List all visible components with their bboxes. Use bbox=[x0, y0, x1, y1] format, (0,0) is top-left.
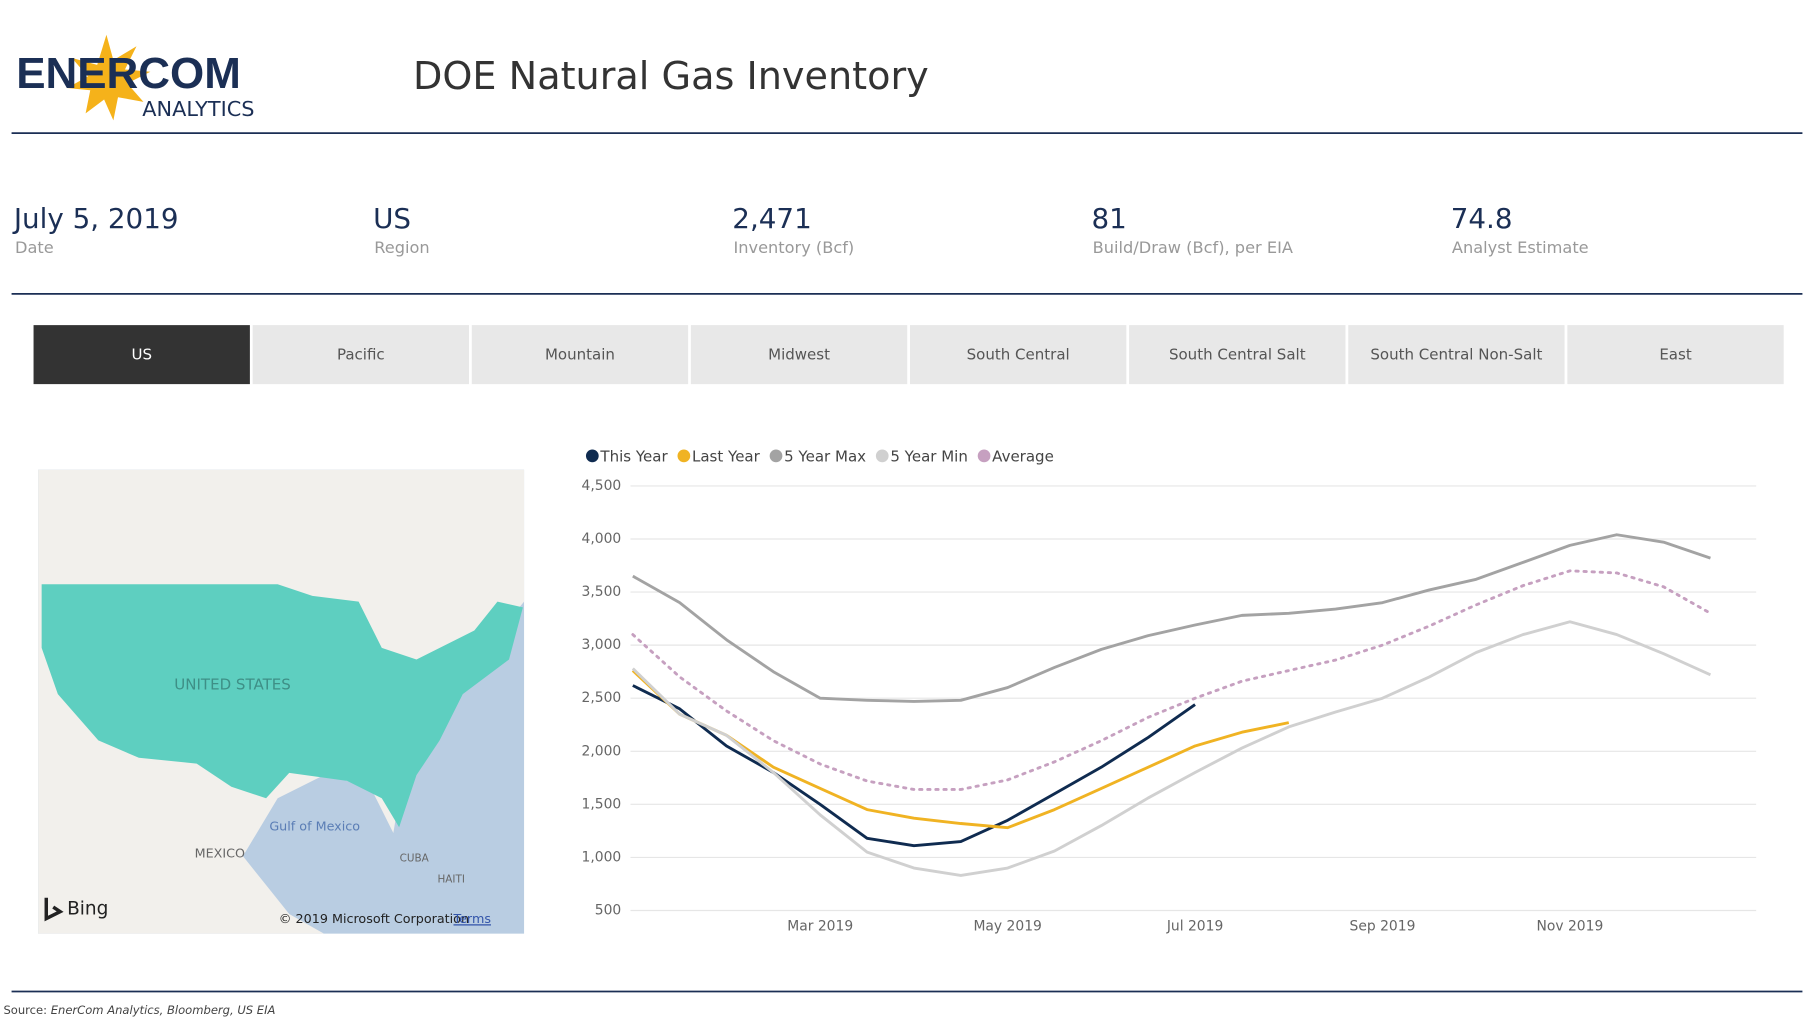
stat-label: Region bbox=[374, 238, 429, 257]
tabs: US Pacific Mountain Midwest South Central Sou… bbox=[33, 325, 1784, 385]
y-tick-label: 4,000 bbox=[582, 531, 622, 547]
stats: July 5, 2019 Date US Region 2,471 Inventory (… bbox=[12, 202, 1589, 257]
page-title: DOE Natural Gas Inventory bbox=[413, 55, 929, 99]
stat-label: Build/Draw (Bcf), per EIA bbox=[1093, 238, 1293, 257]
map-terms[interactable]: Terms bbox=[453, 911, 491, 926]
tab[interactable]: South Central Salt bbox=[1129, 325, 1346, 385]
tab-label[interactable]: Midwest bbox=[768, 346, 830, 364]
stat-value: US bbox=[373, 202, 411, 235]
map-label: UNITED STATES bbox=[174, 675, 290, 693]
stat-value: 81 bbox=[1092, 202, 1127, 235]
legend-label: 5 Year Max bbox=[784, 447, 866, 465]
x-tick-label: Nov 2019 bbox=[1536, 919, 1603, 935]
y-tick-label: 1,000 bbox=[582, 849, 622, 865]
series-line bbox=[631, 569, 1712, 791]
legend-marker bbox=[677, 449, 691, 463]
logo-sub: ANALYTICS bbox=[142, 97, 254, 121]
map-region bbox=[41, 584, 523, 828]
tab[interactable]: Mountain bbox=[471, 325, 689, 385]
legend-label: Average bbox=[992, 447, 1054, 465]
legend-label: This Year bbox=[599, 447, 668, 465]
legend-marker bbox=[977, 449, 991, 463]
source-text: EnerCom Analytics, Bloomberg, US EIA bbox=[51, 1002, 276, 1016]
x-tick-label: Sep 2019 bbox=[1350, 919, 1416, 935]
tab[interactable]: South Central bbox=[910, 325, 1127, 385]
y-tick-label: 3,000 bbox=[582, 637, 622, 653]
source: Source: EnerCom Analytics, Bloomberg, US… bbox=[3, 1002, 275, 1016]
x-tick-label: Jul 2019 bbox=[1166, 919, 1223, 935]
map-copyright: © 2019 Microsoft Corporation bbox=[279, 911, 469, 926]
x-tick-label: May 2019 bbox=[973, 919, 1041, 935]
tab-button[interactable] bbox=[252, 325, 470, 385]
tab-label[interactable]: US bbox=[131, 346, 152, 364]
tab-label[interactable]: South Central bbox=[967, 346, 1070, 364]
y-tick-label: 2,500 bbox=[582, 690, 622, 706]
legend-marker bbox=[585, 449, 599, 463]
legend-marker bbox=[769, 449, 783, 463]
tab[interactable]: East bbox=[1567, 325, 1784, 385]
y-tick-label: 4,500 bbox=[582, 478, 622, 494]
bing-icon bbox=[44, 897, 64, 922]
stat-label: Inventory (Bcf) bbox=[733, 238, 854, 257]
y-tick-label: 3,500 bbox=[582, 584, 622, 600]
source-prefix: Source: bbox=[3, 1002, 47, 1016]
logo-sun bbox=[67, 34, 151, 121]
map-label: HAITI bbox=[437, 873, 464, 885]
stat-value: 2,471 bbox=[732, 202, 811, 235]
map-label: CUBA bbox=[400, 852, 430, 864]
y-tick-label: 500 bbox=[595, 902, 621, 918]
tab-label[interactable]: East bbox=[1659, 346, 1692, 364]
stat-value: July 5, 2019 bbox=[12, 202, 179, 235]
stat-label: Analyst Estimate bbox=[1452, 238, 1589, 257]
stat-label: Date bbox=[15, 238, 54, 257]
legend-marker bbox=[875, 449, 889, 463]
map-brand: Bing bbox=[67, 898, 108, 919]
y-tick-label: 1,500 bbox=[582, 796, 622, 812]
line-chart: 500 1,000 1,500 2,000 2,500 3,000 3,500 4,000 4,… bbox=[582, 447, 1757, 935]
tab-button[interactable] bbox=[910, 325, 1127, 385]
tab-label[interactable]: Mountain bbox=[545, 346, 615, 364]
series-line bbox=[631, 620, 1712, 877]
tab[interactable]: Pacific bbox=[252, 325, 470, 385]
tab-button[interactable] bbox=[471, 325, 689, 385]
legend-label: 5 Year Min bbox=[890, 447, 968, 465]
tab-button[interactable] bbox=[1348, 325, 1565, 385]
series-line bbox=[632, 533, 1711, 703]
y-tick-label: 2,000 bbox=[582, 743, 622, 759]
tab[interactable]: South Central Non-Salt bbox=[1348, 325, 1565, 385]
tab-label[interactable]: South Central Non-Salt bbox=[1370, 346, 1542, 364]
tab[interactable]: Midwest bbox=[690, 325, 908, 385]
legend-label: Last Year bbox=[692, 447, 761, 465]
logo: ENERCOM ANALYTICS bbox=[16, 34, 254, 121]
tab-button[interactable] bbox=[690, 325, 908, 385]
tab-label[interactable]: South Central Salt bbox=[1169, 346, 1306, 364]
tab-label[interactable]: Pacific bbox=[337, 346, 385, 364]
map: UNITED STATES Gulf of Mexico MEXICO CUBA… bbox=[38, 469, 525, 934]
stat-value: 74.8 bbox=[1451, 202, 1513, 235]
tab-button[interactable] bbox=[1567, 325, 1784, 385]
tab[interactable]: US bbox=[33, 325, 250, 385]
map-label: Gulf of Mexico bbox=[269, 819, 360, 834]
x-tick-label: Mar 2019 bbox=[787, 919, 853, 935]
logo-main: ENERCOM bbox=[16, 49, 241, 98]
series-line bbox=[632, 684, 1196, 848]
tab-button[interactable] bbox=[1129, 325, 1346, 385]
map-label: MEXICO bbox=[195, 845, 245, 860]
tab-button[interactable] bbox=[33, 325, 250, 385]
